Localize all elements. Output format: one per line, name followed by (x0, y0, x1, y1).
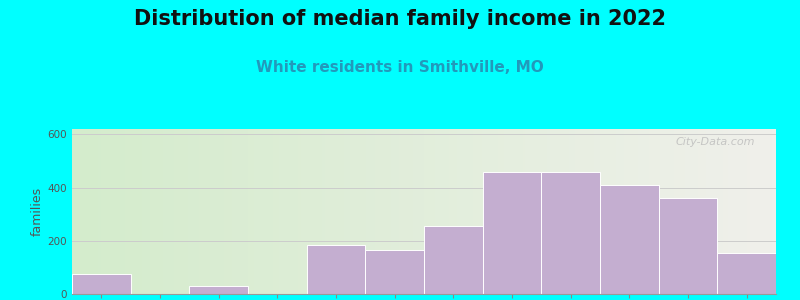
Bar (424, 226, 482, 294)
Bar (72, 274, 130, 294)
Bar (658, 198, 718, 294)
Bar (718, 253, 776, 294)
Bar (482, 172, 542, 294)
Bar (190, 286, 248, 294)
Text: City-Data.com: City-Data.com (675, 137, 755, 147)
Text: Distribution of median family income in 2022: Distribution of median family income in … (134, 9, 666, 29)
Y-axis label: families: families (30, 187, 43, 236)
Text: White residents in Smithville, MO: White residents in Smithville, MO (256, 60, 544, 75)
Bar (306, 245, 366, 294)
Bar (366, 250, 424, 294)
Bar (600, 185, 658, 294)
Bar (542, 172, 600, 294)
